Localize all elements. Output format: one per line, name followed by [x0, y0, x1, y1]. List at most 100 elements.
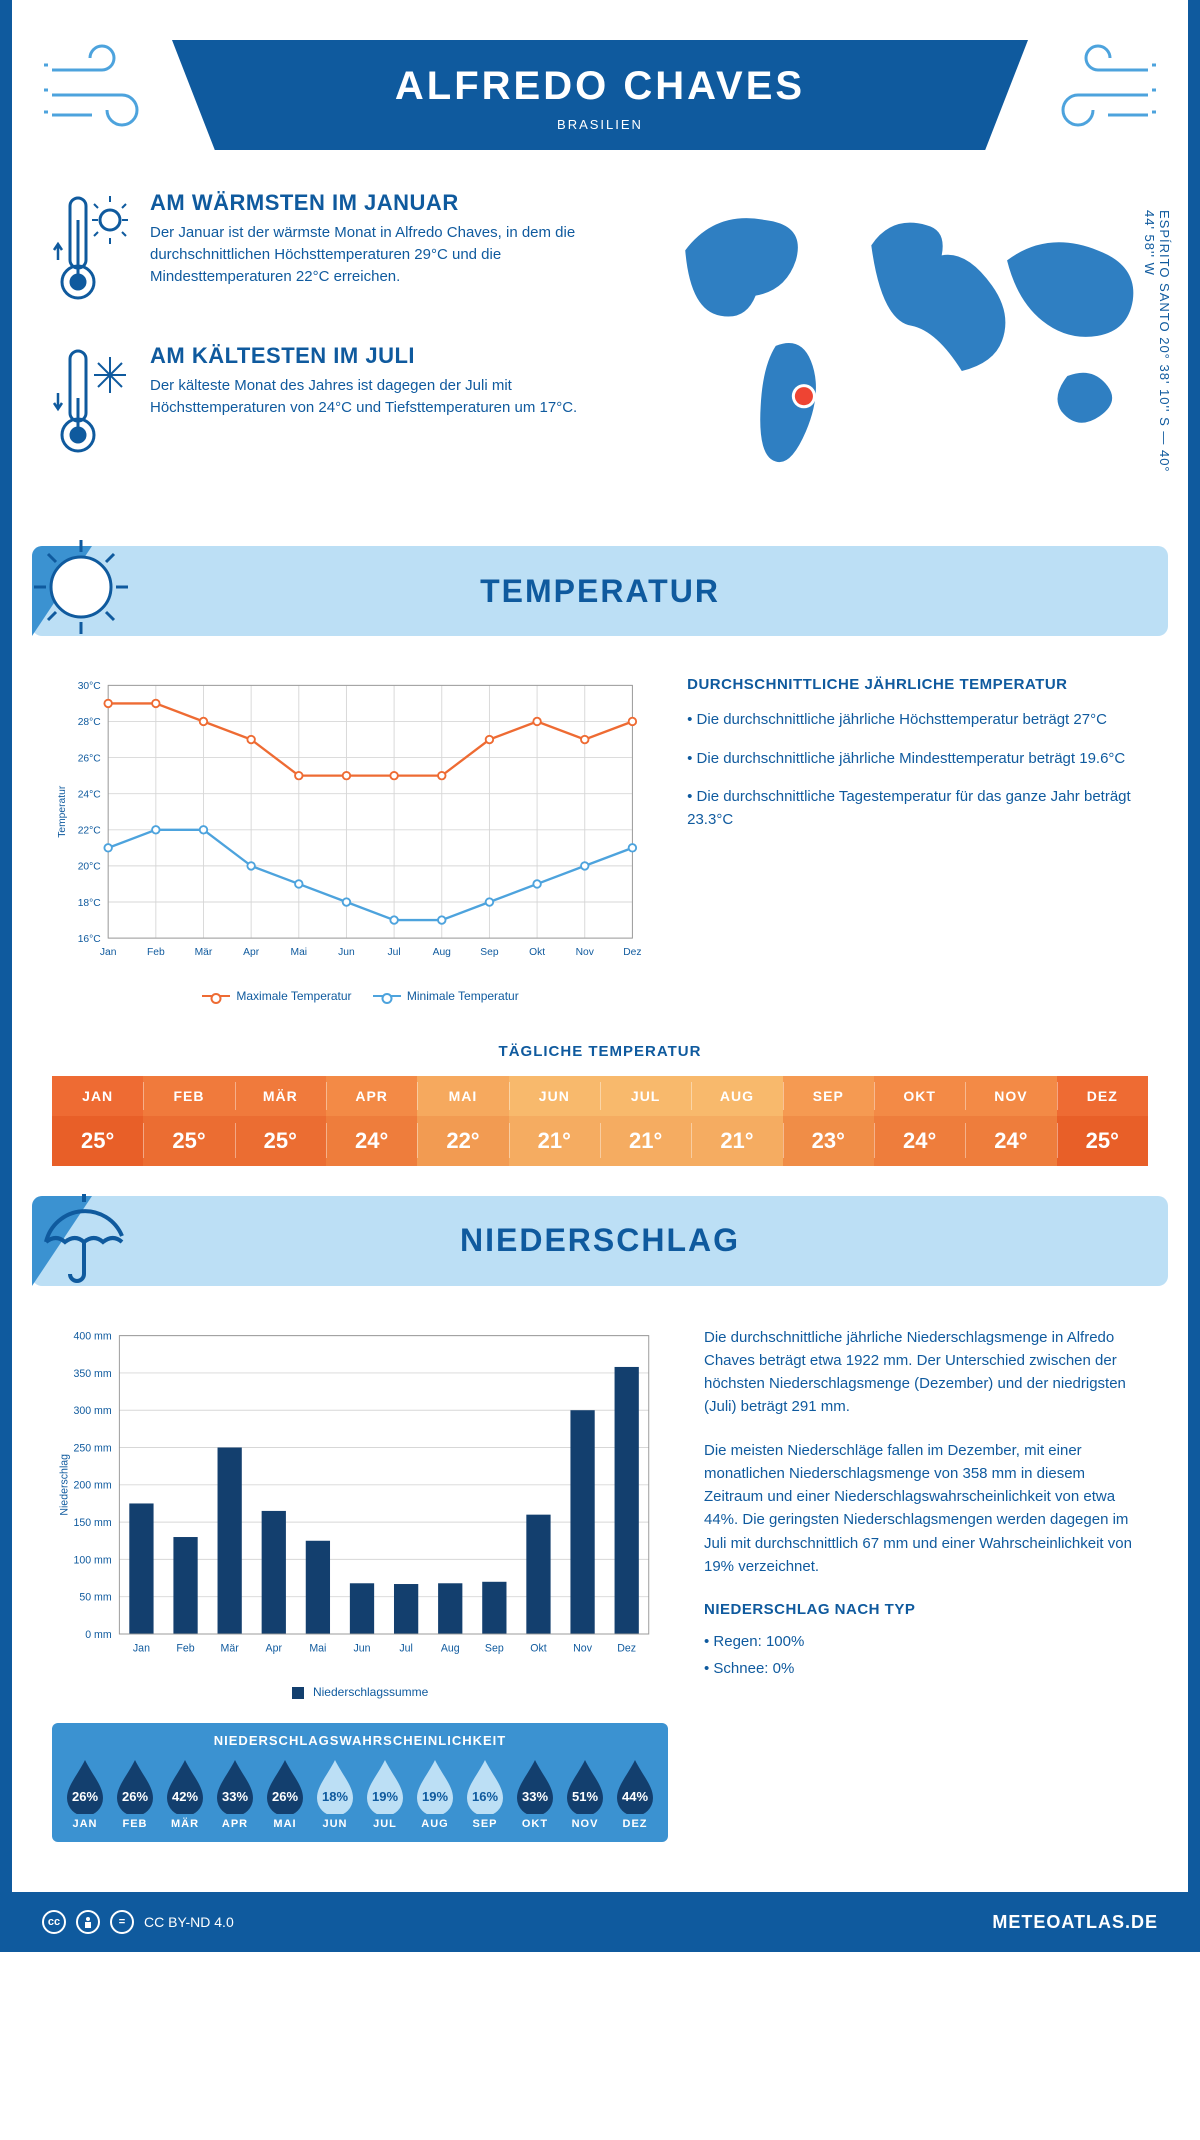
daily-temp-value: 21°	[600, 1116, 691, 1166]
raindrop-icon: 19%	[363, 1758, 407, 1814]
prob-value: 42%	[163, 1789, 207, 1804]
svg-text:Jan: Jan	[133, 1642, 150, 1654]
svg-text:Aug: Aug	[441, 1642, 460, 1654]
prob-month: FEB	[110, 1818, 160, 1830]
daily-temp-value: 25°	[143, 1116, 234, 1166]
svg-text:Jan: Jan	[100, 947, 117, 958]
coldest-title: AM KÄLTESTEN IM JULI	[150, 343, 605, 369]
prob-item: 26% FEB	[110, 1758, 160, 1830]
svg-text:Nov: Nov	[573, 1642, 593, 1654]
svg-text:50 mm: 50 mm	[79, 1591, 112, 1603]
daily-month-header: JAN	[52, 1076, 143, 1116]
section-bar-precip: NIEDERSCHLAG	[32, 1196, 1168, 1286]
svg-text:0 mm: 0 mm	[85, 1628, 112, 1640]
sun-icon	[26, 532, 136, 642]
precip-text-col: Die durchschnittliche jährliche Niedersc…	[704, 1326, 1148, 1843]
city-name: ALFREDO CHAVES	[172, 64, 1028, 109]
precip-legend-label: Niederschlagssumme	[313, 1685, 428, 1699]
raindrop-icon: 33%	[513, 1758, 557, 1814]
daily-month-header: JUN	[509, 1076, 600, 1116]
svg-text:350 mm: 350 mm	[73, 1367, 111, 1379]
prob-value: 26%	[63, 1789, 107, 1804]
svg-text:26°C: 26°C	[78, 753, 102, 764]
prob-item: 19% JUL	[360, 1758, 410, 1830]
prob-item: 42% MÄR	[160, 1758, 210, 1830]
warmest-title: AM WÄRMSTEN IM JANUAR	[150, 190, 605, 216]
svg-text:28°C: 28°C	[78, 717, 102, 728]
svg-text:Sep: Sep	[480, 947, 499, 958]
raindrop-icon: 18%	[313, 1758, 357, 1814]
daily-month-header: JUL	[600, 1076, 691, 1116]
prob-value: 33%	[513, 1789, 557, 1804]
prob-value: 44%	[613, 1789, 657, 1804]
svg-text:Mai: Mai	[291, 947, 308, 958]
prob-month: SEP	[460, 1818, 510, 1830]
daily-month-header: MÄR	[235, 1076, 326, 1116]
coldest-block: AM KÄLTESTEN IM JULI Der kälteste Monat …	[52, 343, 605, 468]
by-icon	[76, 1910, 100, 1934]
prob-item: 16% SEP	[460, 1758, 510, 1830]
daily-temp-value: 21°	[509, 1116, 600, 1166]
section-title: TEMPERATUR	[480, 573, 720, 610]
prob-title: NIEDERSCHLAGSWAHRSCHEINLICHKEIT	[60, 1733, 660, 1748]
svg-text:Dez: Dez	[623, 947, 641, 958]
probability-strip: NIEDERSCHLAGSWAHRSCHEINLICHKEIT 26% JAN …	[52, 1723, 668, 1842]
precip-section: 0 mm50 mm100 mm150 mm200 mm250 mm300 mm3…	[12, 1286, 1188, 1853]
license: cc = CC BY-ND 4.0	[42, 1910, 234, 1934]
svg-text:Jul: Jul	[388, 947, 401, 958]
svg-text:24°C: 24°C	[78, 789, 102, 800]
prob-value: 33%	[213, 1789, 257, 1804]
prob-month: MAI	[260, 1818, 310, 1830]
page: ALFREDO CHAVES BRASILIEN AM WÄRMSTEN IM …	[0, 0, 1200, 1952]
prob-month: MÄR	[160, 1818, 210, 1830]
svg-text:Mär: Mär	[221, 1642, 240, 1654]
thermometer-snow-icon	[52, 343, 132, 468]
svg-text:16°C: 16°C	[78, 934, 102, 945]
info-bullet: • Die durchschnittliche Tagestemperatur …	[687, 786, 1148, 831]
precip-chart: 0 mm50 mm100 mm150 mm200 mm250 mm300 mm3…	[52, 1326, 668, 1673]
warmest-block: AM WÄRMSTEN IM JANUAR Der Januar ist der…	[52, 190, 605, 315]
svg-text:18°C: 18°C	[78, 898, 102, 909]
title-band: ALFREDO CHAVES BRASILIEN	[172, 40, 1028, 150]
license-text: CC BY-ND 4.0	[144, 1914, 234, 1930]
svg-text:Temperatur: Temperatur	[57, 785, 68, 838]
coordinates: ESPÍRITO SANTO 20° 38' 10'' S — 40° 44' …	[1142, 210, 1172, 496]
raindrop-icon: 26%	[63, 1758, 107, 1814]
prob-month: JAN	[60, 1818, 110, 1830]
svg-text:20°C: 20°C	[78, 862, 102, 873]
svg-text:250 mm: 250 mm	[73, 1442, 111, 1454]
precip-para-1: Die durchschnittliche jährliche Niedersc…	[704, 1326, 1148, 1419]
raindrop-icon: 44%	[613, 1758, 657, 1814]
prob-value: 16%	[463, 1789, 507, 1804]
svg-text:Feb: Feb	[147, 947, 165, 958]
raindrop-icon: 42%	[163, 1758, 207, 1814]
raindrop-icon: 51%	[563, 1758, 607, 1814]
daily-month-header: DEZ	[1057, 1076, 1148, 1116]
prob-item: 33% APR	[210, 1758, 260, 1830]
temperature-chart: 16°C18°C20°C22°C24°C26°C28°C30°CJanFebMä…	[52, 676, 651, 1003]
svg-text:Feb: Feb	[176, 1642, 194, 1654]
prob-value: 51%	[563, 1789, 607, 1804]
prob-month: JUN	[310, 1818, 360, 1830]
wind-icon	[42, 40, 162, 140]
svg-text:150 mm: 150 mm	[73, 1517, 111, 1529]
daily-temp-value: 22°	[417, 1116, 508, 1166]
daily-month-header: NOV	[965, 1076, 1056, 1116]
daily-temp-value: 25°	[1057, 1116, 1148, 1166]
prob-value: 26%	[113, 1789, 157, 1804]
temperature-info: DURCHSCHNITTLICHE JÄHRLICHE TEMPERATUR •…	[687, 676, 1148, 1003]
svg-text:400 mm: 400 mm	[73, 1330, 111, 1342]
legend-min: Minimale Temperatur	[407, 989, 519, 1003]
raindrop-icon: 26%	[263, 1758, 307, 1814]
umbrella-icon	[26, 1182, 136, 1292]
info-bullet: • Die durchschnittliche jährliche Mindes…	[687, 748, 1148, 771]
svg-text:Apr: Apr	[243, 947, 260, 958]
coldest-text: Der kälteste Monat des Jahres ist dagege…	[150, 375, 605, 419]
prob-month: DEZ	[610, 1818, 660, 1830]
prob-item: 18% JUN	[310, 1758, 360, 1830]
precip-legend: Niederschlagssumme	[52, 1685, 668, 1699]
intro-section: AM WÄRMSTEN IM JANUAR Der Januar ist der…	[12, 150, 1188, 516]
svg-text:300 mm: 300 mm	[73, 1405, 111, 1417]
precip-type-bullet: • Regen: 100%	[704, 1631, 1148, 1654]
country-name: BRASILIEN	[172, 117, 1028, 132]
